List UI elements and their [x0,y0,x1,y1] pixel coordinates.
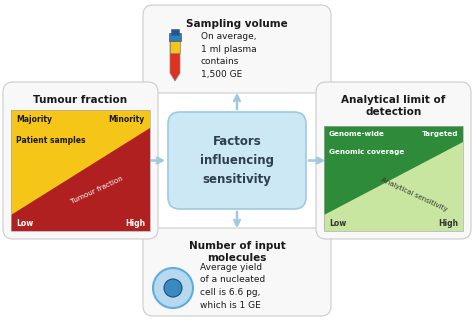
Text: Patient samples: Patient samples [16,136,85,145]
Bar [169,33,181,41]
Text: Average yield
of a nucleated
cell is 6.6 pg,
which is 1 GE: Average yield of a nucleated cell is 6.6… [200,263,265,309]
Circle shape [164,279,182,297]
FancyBboxPatch shape [3,82,158,239]
Text: Genomic coverage: Genomic coverage [329,149,404,155]
Polygon shape [170,39,180,81]
Text: High: High [438,219,458,228]
Bar [11,215,150,231]
Bar [11,128,150,215]
Text: Minority: Minority [109,115,145,124]
FancyBboxPatch shape [143,5,331,93]
Text: Low: Low [16,219,33,228]
Polygon shape [324,142,463,215]
FancyBboxPatch shape [316,82,471,239]
Text: Targeted: Targeted [421,131,458,137]
Text: Number of input
molecules: Number of input molecules [189,241,285,263]
Text: Majority: Majority [16,115,52,124]
Bar [11,110,150,231]
Bar [11,110,150,128]
Text: Analytical sensitivity: Analytical sensitivity [380,177,448,213]
Polygon shape [170,39,180,53]
Bar [171,29,179,35]
FancyBboxPatch shape [168,112,306,209]
Bar [324,126,463,231]
Text: Sampling volume: Sampling volume [186,19,288,29]
Text: On average,
1 ml plasma
contains
1,500 GE: On average, 1 ml plasma contains 1,500 G… [201,32,256,79]
FancyBboxPatch shape [143,228,331,316]
Text: Genome-wide: Genome-wide [329,131,385,137]
Polygon shape [11,128,150,215]
Text: Tumour fraction: Tumour fraction [70,176,124,205]
Bar [324,142,463,215]
Text: Low: Low [329,219,346,228]
Circle shape [153,268,193,308]
Text: Analytical limit of
detection: Analytical limit of detection [341,95,446,117]
Bar [324,126,463,142]
Text: Factors
influencing
sensitivity: Factors influencing sensitivity [200,135,274,186]
Text: High: High [125,219,145,228]
Bar [324,215,463,231]
Text: Tumour fraction: Tumour fraction [34,95,128,105]
